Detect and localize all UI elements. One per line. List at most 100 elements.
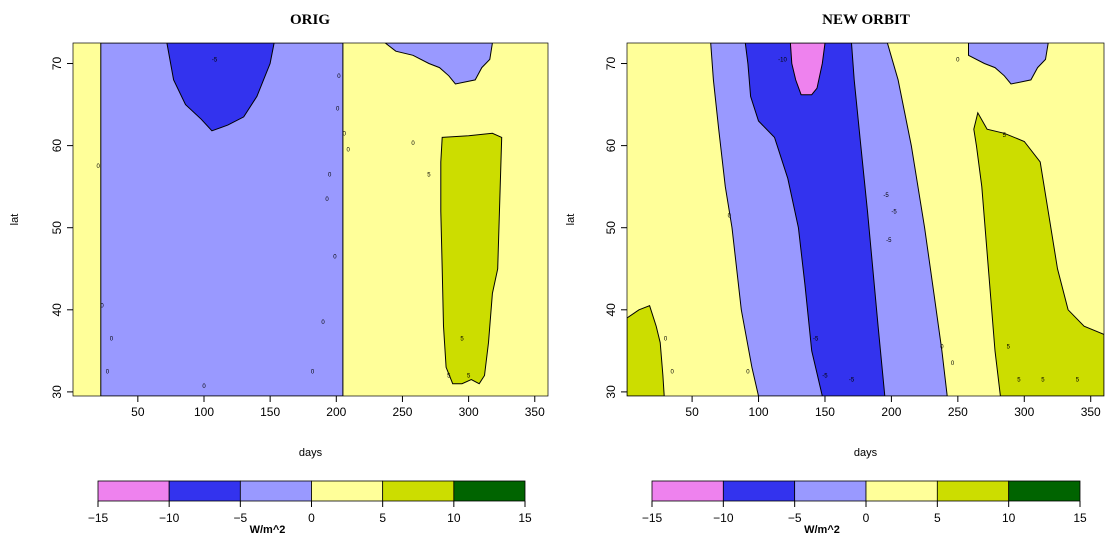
contour-label: 0 (325, 197, 329, 203)
contour-label: 0 (940, 345, 944, 351)
x-tick-label: 200 (881, 405, 901, 419)
y-tick-label: 70 (604, 57, 618, 71)
contour-label: 0 (110, 337, 114, 343)
x-tick-label: 100 (749, 405, 769, 419)
x-tick-label: 100 (194, 405, 214, 419)
y-tick-label: 30 (50, 385, 64, 399)
x-axis-label: days (854, 447, 878, 459)
legend-tick-label: −15 (642, 511, 663, 525)
contour-region-4 (968, 43, 1049, 85)
contour-label: 0 (333, 254, 337, 260)
y-tick-label: 30 (604, 385, 618, 399)
x-tick-label: 300 (459, 405, 479, 419)
contour-region-5 (973, 111, 1104, 396)
legend-swatch (936, 480, 1010, 502)
chart-title: ORIG (290, 12, 330, 28)
legend-tick-label: −15 (88, 511, 109, 525)
contour-label: 5 (427, 172, 431, 178)
contour-label: 0 (311, 369, 315, 375)
legend-unit-label: W/m^2 (250, 524, 286, 536)
contour-label: -5 (849, 378, 855, 384)
contour-label: 0 (100, 304, 104, 310)
contour-region-2 (166, 43, 275, 132)
legend-tick-label: 5 (934, 511, 941, 525)
contour-label: 0 (347, 148, 351, 154)
contour-label: -5 (891, 209, 897, 215)
legend-swatch (1008, 480, 1081, 502)
legend-swatch (794, 480, 867, 502)
contour-region-3 (789, 43, 826, 96)
contour-fill-layer (627, 43, 1104, 396)
legend-tick-label: −5 (233, 511, 247, 525)
x-tick-label: 150 (260, 405, 280, 419)
x-tick-label: 250 (392, 405, 412, 419)
legend-tick-label: 5 (379, 511, 386, 525)
contour-label: 5 (447, 373, 451, 379)
x-tick-label: 250 (948, 405, 968, 419)
contour-label: 5 (1041, 378, 1045, 384)
y-tick-label: 50 (50, 221, 64, 235)
x-axis-label: days (299, 447, 323, 459)
legend-tick-label: −10 (713, 511, 734, 525)
y-axis-label: lat (9, 214, 21, 226)
y-axis-label: lat (565, 214, 577, 226)
plot-frame (72, 42, 549, 397)
contour-label: 0 (328, 172, 332, 178)
contour-label: 0 (411, 141, 415, 147)
y-tick-label: 40 (50, 303, 64, 317)
contour-label: -5 (886, 238, 892, 244)
y-tick-label: 40 (604, 303, 618, 317)
legend-tick-label: −5 (788, 511, 802, 525)
x-tick-label: 200 (326, 405, 346, 419)
contour-region-3 (384, 43, 493, 85)
contour-label: 0 (336, 107, 340, 113)
legend-unit-label: W/m^2 (804, 524, 840, 536)
x-tick-label: 350 (525, 405, 545, 419)
x-tick-label: 300 (1014, 405, 1034, 419)
chart-title: NEW ORBIT (822, 12, 910, 28)
contour-label: 0 (728, 213, 732, 219)
legend-tick-label: 10 (1002, 511, 1016, 525)
contour-label: 0 (956, 57, 960, 63)
y-tick-label: 50 (604, 221, 618, 235)
legend-swatch (453, 480, 526, 502)
y-tick-label: 60 (604, 139, 618, 153)
contour-label: 5 (1003, 133, 1007, 139)
legend-swatch (311, 480, 384, 502)
x-tick-label: 150 (815, 405, 835, 419)
x-tick-label: 50 (685, 405, 699, 419)
y-tick-label: 60 (50, 139, 64, 153)
contour-region-1 (100, 43, 344, 396)
x-tick-label: 50 (131, 405, 145, 419)
legend-swatch (722, 480, 796, 502)
contour-label: 0 (106, 369, 110, 375)
contour-label: 0 (337, 74, 341, 80)
legend-swatch (97, 480, 170, 502)
legend-tick-label: 10 (447, 511, 461, 525)
contour-label: -5 (883, 193, 889, 199)
contour-label: 0 (951, 361, 955, 367)
contour-label: -10 (778, 57, 787, 63)
contour-fill-layer (73, 43, 548, 396)
contour-label: 0 (746, 369, 750, 375)
contour-region-4 (440, 132, 503, 385)
legend-tick-label: 0 (308, 511, 315, 525)
contour-label: -5 (822, 373, 828, 379)
contour-label: 0 (202, 384, 206, 390)
contour-label: 5 (1007, 345, 1011, 351)
legend-swatch (382, 480, 455, 502)
x-tick-label: 350 (1081, 405, 1101, 419)
contour-label: 0 (671, 369, 675, 375)
contour-region-2 (744, 43, 886, 396)
contour-label: -5 (813, 337, 819, 343)
legend-swatch (651, 480, 724, 502)
contour-label: 0 (96, 164, 100, 170)
y-tick-label: 70 (50, 57, 64, 71)
legend-tick-label: −10 (159, 511, 180, 525)
plot-frame (626, 42, 1105, 397)
contour-label: -5 (212, 57, 218, 63)
contour-label: 5 (1076, 378, 1080, 384)
